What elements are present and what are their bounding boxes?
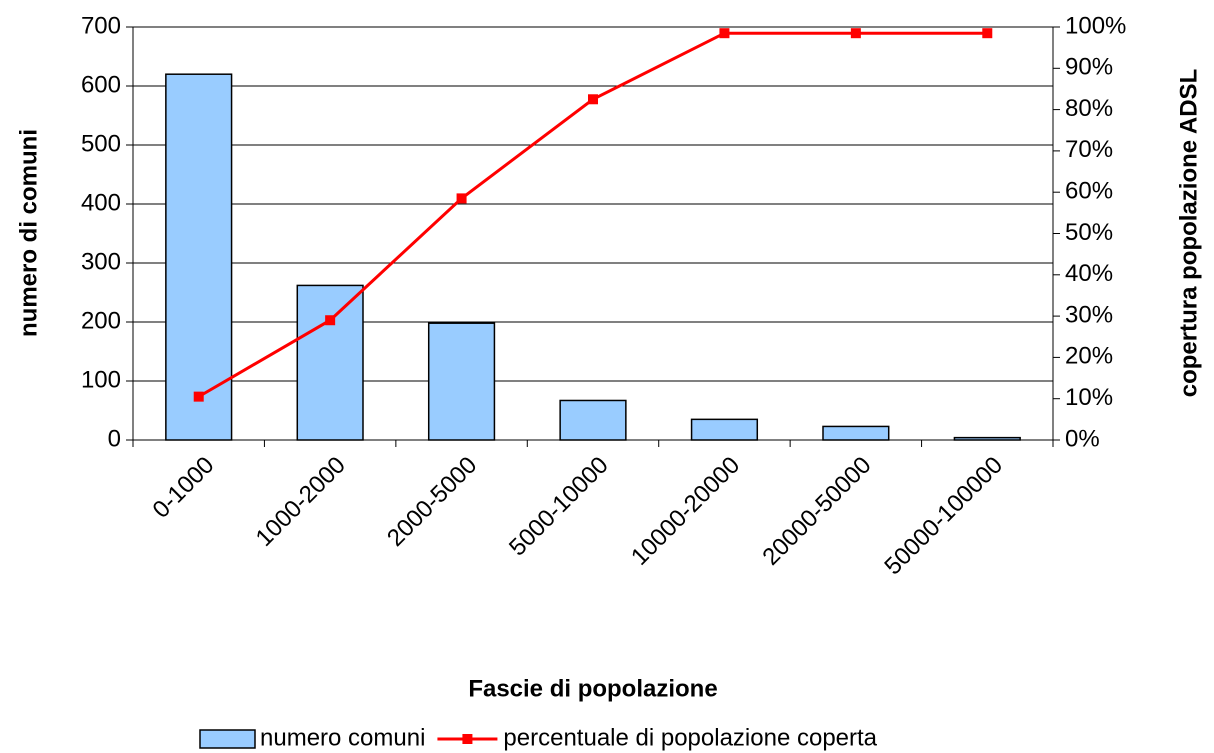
x-tick-label: 0-1000 (148, 452, 220, 524)
x-tick-label: 2000-5000 (382, 452, 482, 552)
line-marker (850, 28, 861, 39)
bar (165, 73, 233, 441)
line-marker (193, 391, 204, 402)
legend-swatch-marker (462, 734, 473, 744)
y2-tick-label: 80% (1065, 95, 1113, 122)
bar (296, 284, 364, 441)
y-tick-label: 700 (81, 12, 121, 39)
y-tick-label: 0 (108, 425, 121, 452)
y-axis-label: numero di comuni (15, 129, 42, 337)
y2-tick-label: 70% (1065, 136, 1113, 163)
bar (559, 399, 627, 441)
y2-tick-label: 10% (1065, 384, 1113, 411)
y2-tick-label: 90% (1065, 54, 1113, 81)
legend-label: percentuale di popolazione coperta (503, 724, 877, 751)
x-tick-label: 20000-50000 (757, 452, 876, 571)
y-tick-label: 300 (81, 248, 121, 275)
y2-tick-label: 0% (1065, 425, 1100, 452)
bar (953, 436, 1021, 441)
y-tick-label: 500 (81, 130, 121, 157)
y-tick-label: 400 (81, 189, 121, 216)
y2-tick-label: 100% (1065, 12, 1126, 39)
line-marker (325, 315, 336, 326)
line-marker (982, 28, 993, 39)
bar (822, 425, 890, 441)
x-tick-label: 5000-10000 (504, 452, 614, 562)
y2-axis-label: copertura popolazione ADSL (1175, 69, 1202, 397)
bar (690, 418, 759, 441)
line-marker (588, 94, 598, 105)
y2-tick-label: 40% (1065, 260, 1113, 287)
line-marker (456, 193, 467, 204)
x-tick-label: 10000-20000 (626, 452, 745, 571)
x-tick-label: 50000-100000 (879, 452, 1008, 581)
line-marker (719, 28, 730, 39)
legend-label: numero comuni (260, 724, 425, 751)
y-tick-label: 600 (81, 71, 121, 98)
x-axis-label: Fascie di popolazione (468, 675, 717, 702)
y-tick-label: 200 (81, 307, 121, 334)
y2-tick-label: 50% (1065, 219, 1113, 246)
x-tick-label: 1000-2000 (251, 452, 351, 552)
legend-swatch (199, 729, 256, 749)
bar (427, 322, 496, 441)
y2-tick-label: 60% (1065, 178, 1113, 205)
y2-tick-label: 30% (1065, 301, 1113, 328)
y-tick-label: 100 (81, 366, 121, 393)
y2-tick-label: 20% (1065, 343, 1113, 370)
